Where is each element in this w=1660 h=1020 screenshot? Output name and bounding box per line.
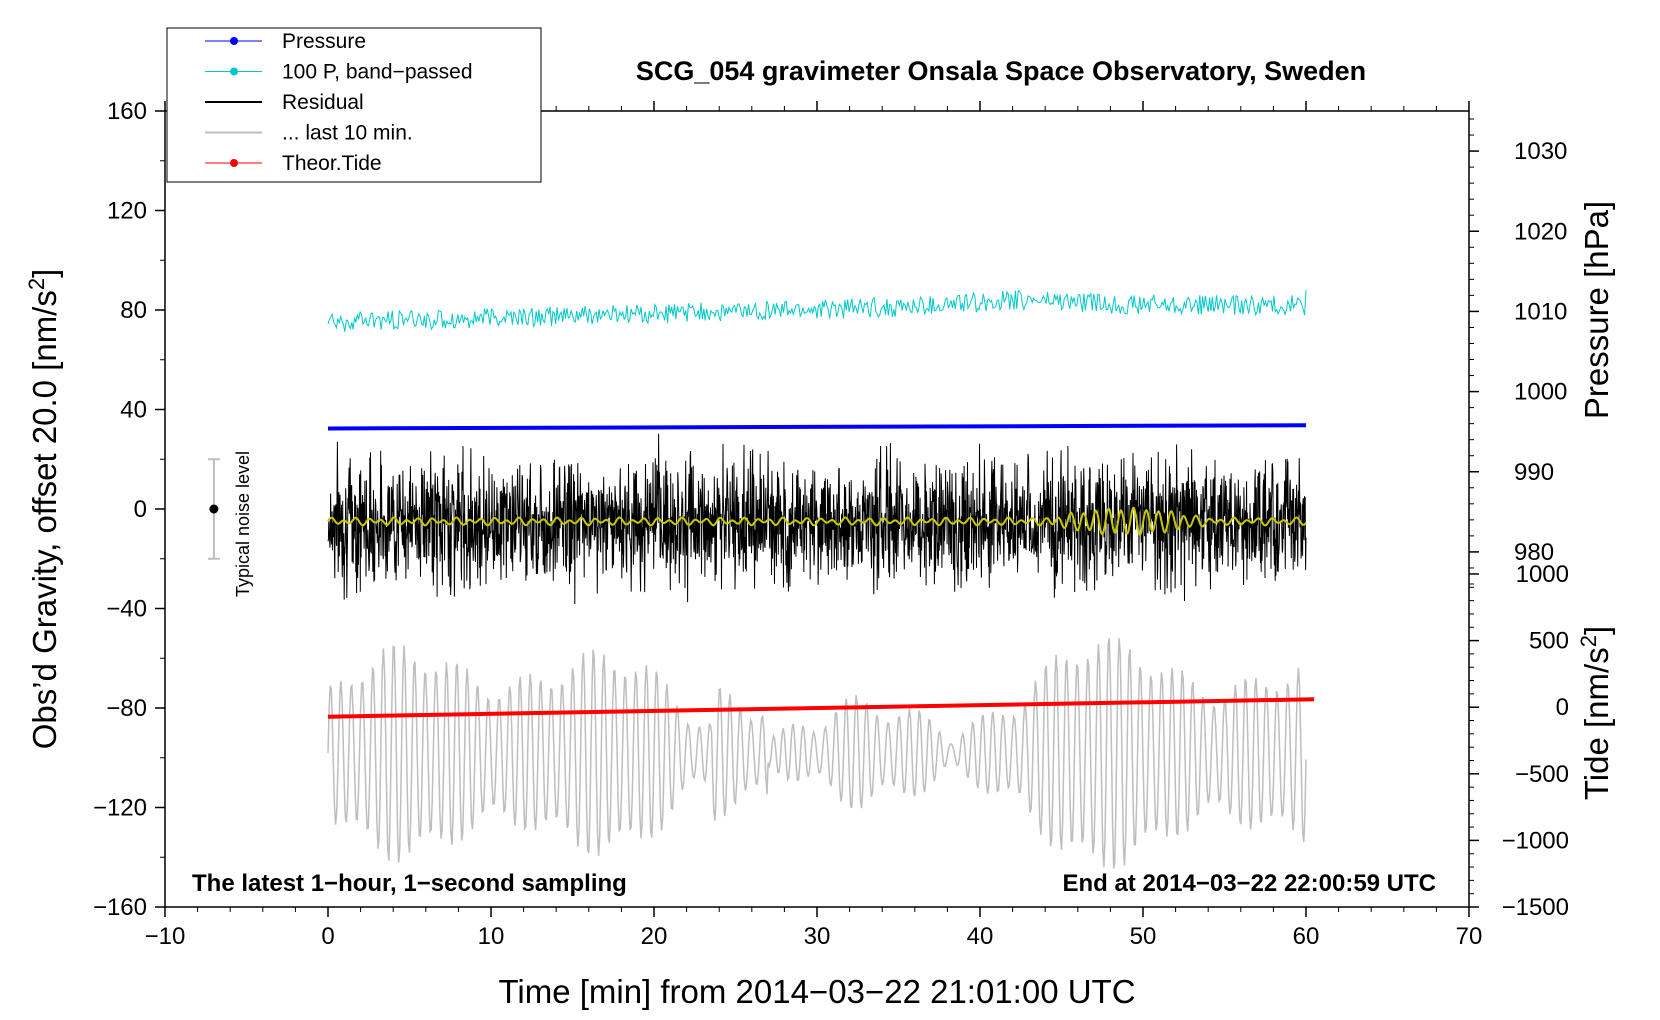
tide-tick-label: 500 (1529, 628, 1569, 655)
series-layer (327, 289, 1315, 869)
y-axis-title-left: Obs’d Gravity, offset 20.0 [nm/s2] (24, 269, 63, 750)
x-tick-label: 0 (321, 923, 334, 950)
y-tick-label: 120 (107, 198, 147, 225)
tide-tick-label: −1500 (1502, 894, 1569, 921)
series-last-10-min (327, 638, 1307, 869)
tide-tick-label: −1000 (1502, 827, 1569, 854)
annotation-end-time: End at 2014−03−22 22:00:59 UTC (1062, 870, 1436, 897)
x-tick-label: 20 (641, 923, 668, 950)
x-tick-label: 40 (967, 923, 994, 950)
series-band-passed (327, 289, 1307, 332)
x-tick-label: 10 (478, 923, 505, 950)
legend-swatch-dot (230, 37, 238, 45)
series-theor-tide (327, 697, 1315, 719)
x-axis-title: Time [min] from 2014−03−22 21:01:00 UTC (498, 973, 1135, 1010)
legend-label: Theor.Tide (282, 152, 382, 175)
legend-box (166, 27, 542, 183)
pressure-tick-label: 1030 (1514, 138, 1567, 165)
x-tick-label: 70 (1456, 923, 1483, 950)
y-tick-label: −160 (93, 894, 147, 921)
legend: Pressure 100 P, band−passed Residual ... la… (166, 27, 542, 183)
y-tick-label: 40 (120, 397, 147, 424)
series-pressure (327, 423, 1307, 431)
tide-tick-label: 1000 (1516, 561, 1569, 588)
y-axis-title-pressure: Pressure [hPa] (1578, 201, 1615, 419)
chart-title: SCG_054 gravimeter Onsala Space Observat… (636, 56, 1366, 86)
y-tick-label: 80 (120, 297, 147, 324)
pressure-tick-label: 1020 (1514, 218, 1567, 245)
tide-tick-label: −500 (1515, 761, 1569, 788)
y-tick-label: −80 (106, 695, 147, 722)
series-residual (327, 433, 1307, 605)
noise-bar (207, 458, 220, 560)
tide-tick-label: 0 (1556, 694, 1569, 721)
x-tick-label: 50 (1130, 923, 1157, 950)
y-tick-label: −120 (93, 795, 147, 822)
pressure-tick-label: 990 (1514, 459, 1554, 486)
x-tick-label: 30 (804, 923, 831, 950)
annotation-latest-hour: The latest 1−hour, 1−second sampling (192, 870, 627, 897)
legend-label: 100 P, band−passed (282, 61, 473, 84)
legend-swatch-dot (230, 67, 238, 76)
x-tick-label: −10 (145, 923, 186, 950)
noise-bar-center-dot (209, 504, 219, 514)
series-residual-smoothed (327, 506, 1307, 536)
y-axis-title-tide: Tide [nm/s2] (1576, 626, 1615, 800)
y-tick-label: 160 (107, 98, 147, 125)
legend-label: ... last 10 min. (282, 122, 413, 145)
y-tick-label: 0 (134, 496, 147, 523)
noise-bar-label: Typical noise level (233, 451, 253, 597)
y-tick-label: −40 (106, 596, 147, 623)
tick-layer: −10 0 10 20 30 40 50 60 7016012080400−40−80−120−… (93, 98, 1569, 950)
legend-label: Residual (282, 91, 364, 114)
legend-label: Pressure (282, 30, 366, 53)
legend-swatch-dot (230, 159, 238, 167)
pressure-tick-label: 1010 (1514, 298, 1567, 325)
pressure-tick-label: 980 (1514, 539, 1554, 566)
pressure-tick-label: 1000 (1514, 379, 1567, 406)
x-tick-label: 60 (1293, 923, 1320, 950)
